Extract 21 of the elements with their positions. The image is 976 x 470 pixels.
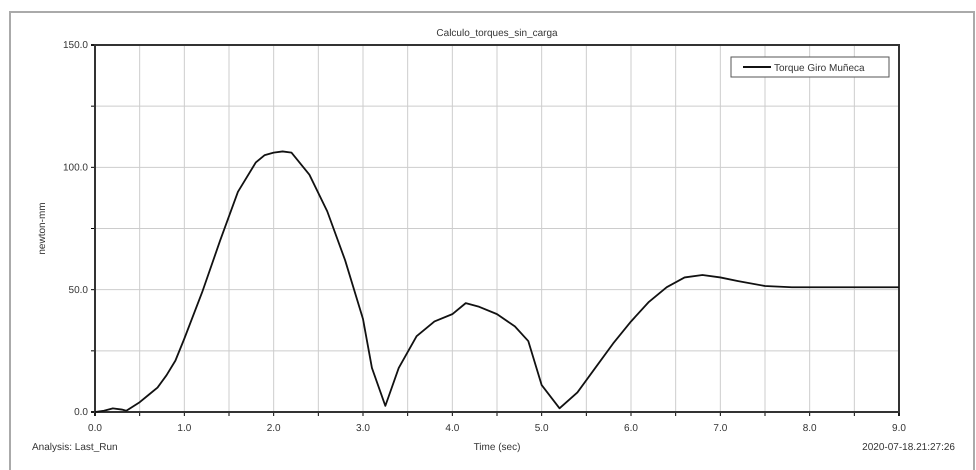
x-tick-label: 4.0 — [445, 423, 460, 434]
x-tick-label: 0.0 — [88, 423, 102, 434]
y-tick-label: 150.0 — [62, 40, 88, 52]
y-tick-label: 100.0 — [62, 162, 88, 174]
text: Analysis: Last_Run — [32, 442, 118, 453]
x-tick-label: 9.0 — [892, 423, 906, 434]
line-series — [94, 150, 900, 413]
x-tick-label: 5.0 — [534, 423, 550, 434]
x-tick-label: 6.0 — [624, 423, 638, 434]
x-axis-title: Time (sec) — [474, 442, 520, 453]
x-tick-label: 3.0 — [356, 423, 370, 434]
chart-title: Calculo_torques_sin_carga — [436, 28, 558, 39]
text: 2020-07-18.21:27:26 — [862, 442, 956, 453]
legend-label: Torque Giro Muñeca — [774, 63, 866, 74]
y-tick-label: 0.0 — [74, 407, 88, 418]
x-tick-label: 2.0 — [266, 423, 282, 434]
x-tick-label: 7.0 — [713, 423, 728, 434]
y-axis-title: newton-mm — [37, 202, 48, 255]
x-tick-label: 8.0 — [802, 423, 818, 434]
x-tick-label: 1.0 — [177, 423, 192, 434]
y-tick-label: 50.0 — [68, 284, 88, 296]
